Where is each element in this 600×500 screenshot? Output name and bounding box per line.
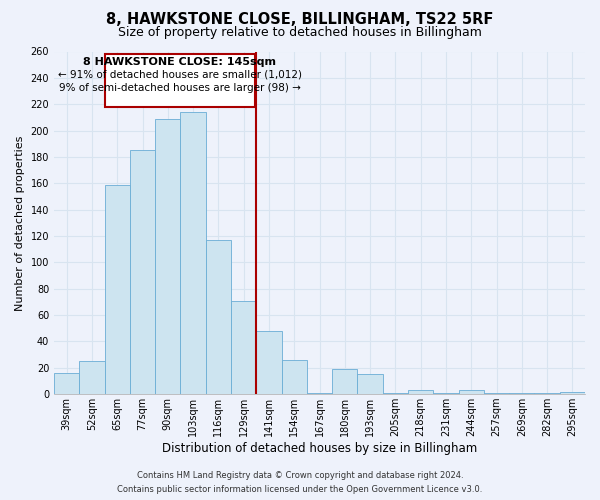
Text: Size of property relative to detached houses in Billingham: Size of property relative to detached ho… [118, 26, 482, 39]
Bar [130, 150, 155, 394]
Bar [433, 393, 458, 394]
Text: Contains HM Land Registry data © Crown copyright and database right 2024.
Contai: Contains HM Land Registry data © Crown c… [118, 472, 482, 494]
Bar [307, 393, 332, 394]
Bar [206, 240, 231, 394]
Text: ← 91% of detached houses are smaller (1,012): ← 91% of detached houses are smaller (1,… [58, 70, 302, 80]
Y-axis label: Number of detached properties: Number of detached properties [15, 135, 25, 310]
Bar [458, 390, 484, 394]
Bar [408, 390, 433, 394]
Bar [560, 392, 585, 394]
Bar [79, 361, 104, 394]
Bar [535, 393, 560, 394]
Bar [509, 393, 535, 394]
Bar [104, 184, 130, 394]
Bar [281, 360, 307, 394]
Text: 9% of semi-detached houses are larger (98) →: 9% of semi-detached houses are larger (9… [59, 83, 301, 93]
Bar [358, 374, 383, 394]
Text: 8 HAWKSTONE CLOSE: 145sqm: 8 HAWKSTONE CLOSE: 145sqm [83, 57, 277, 67]
Bar [155, 118, 181, 394]
Bar [54, 373, 79, 394]
Text: 8, HAWKSTONE CLOSE, BILLINGHAM, TS22 5RF: 8, HAWKSTONE CLOSE, BILLINGHAM, TS22 5RF [106, 12, 494, 28]
Bar [231, 300, 256, 394]
FancyBboxPatch shape [104, 54, 255, 107]
Bar [256, 331, 281, 394]
Bar [181, 112, 206, 394]
Bar [383, 393, 408, 394]
Bar [484, 393, 509, 394]
X-axis label: Distribution of detached houses by size in Billingham: Distribution of detached houses by size … [162, 442, 477, 455]
Bar [332, 369, 358, 394]
